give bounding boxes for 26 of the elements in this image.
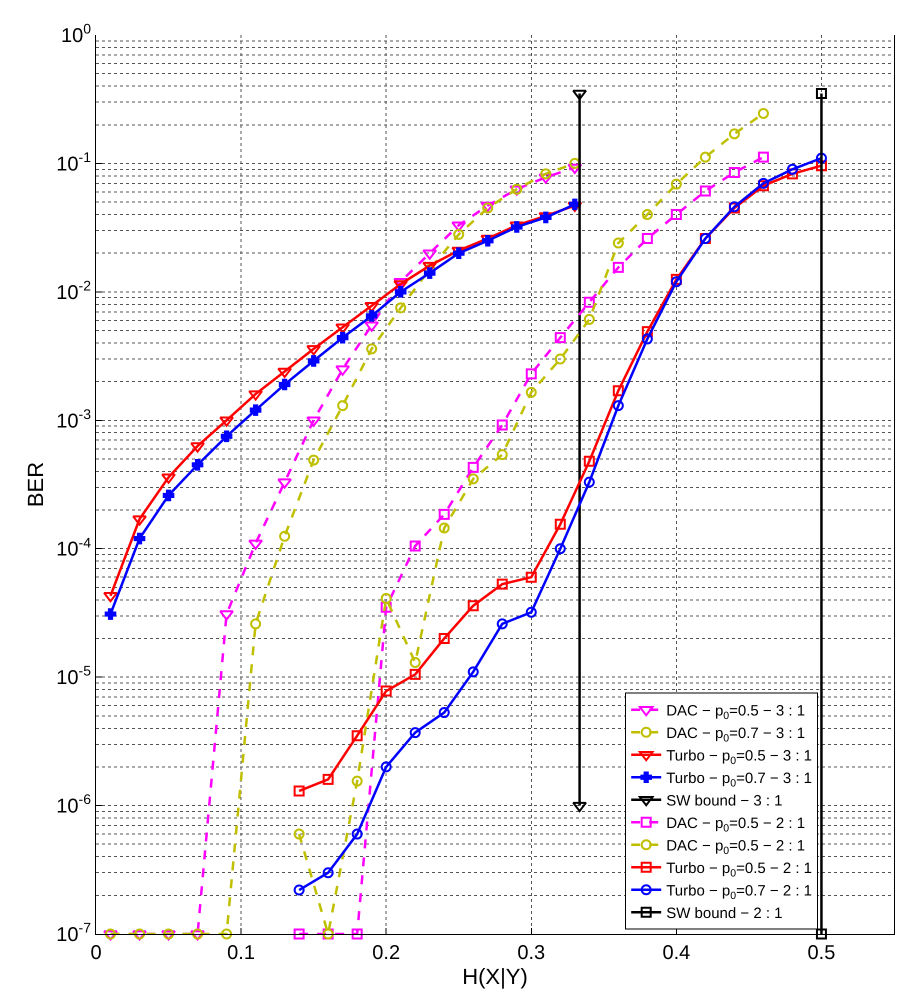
y-tick-label: 10$^{-5}$ <box>56 662 92 690</box>
y-tick-label: 10$^{-4}$ <box>56 534 92 561</box>
y-tick-label: 10$^{-7}$ <box>56 920 92 946</box>
x-tick-label: 0.4 <box>662 942 690 964</box>
y-tick-label: 10$^{0}$ <box>60 20 92 47</box>
legend-label: SW bound − 2 : 1 <box>666 905 783 922</box>
y-tick-label: 10$^{-6}$ <box>56 791 92 818</box>
legend-label: Turbo − p$_{0}$=0.5 − 3 : 1 <box>666 748 812 767</box>
y-tick-label: 10$^{-1}$ <box>56 149 92 176</box>
x-tick-label: 0.1 <box>227 942 255 964</box>
legend-label: DAC − p$_{0}$=0.7 − 3 : 1 <box>666 725 806 744</box>
legend-label: DAC − p$_{0}$=0.5 − 2 : 1 <box>666 838 806 857</box>
legend-label: Turbo − p$_{0}$=0.7 − 3 : 1 <box>666 770 812 790</box>
y-axis-title: BER <box>23 462 48 508</box>
x-tick-label: 0.3 <box>517 942 546 964</box>
x-tick-label: 0.2 <box>372 942 400 964</box>
legend-label: Turbo − p$_{0}$=0.7 − 2 : 1 <box>666 882 812 902</box>
legend-label: Turbo − p$_{0}$=0.5 − 2 : 1 <box>666 860 812 880</box>
legend-label: DAC − p$_{0}$=0.5 − 2 : 1 <box>666 815 806 834</box>
legend-label: SW bound − 3 : 1 <box>666 792 783 810</box>
x-tick-label: 0.5 <box>808 942 836 964</box>
y-tick-label: 10$^{-2}$ <box>56 277 92 304</box>
x-tick-label: 0 <box>90 942 102 964</box>
x-axis-title: H(X|Y) <box>462 964 528 989</box>
y-tick-label: 10$^{-3}$ <box>56 406 92 432</box>
legend-label: DAC − p$_{0}$=0.5 − 3 : 1 <box>666 702 806 722</box>
